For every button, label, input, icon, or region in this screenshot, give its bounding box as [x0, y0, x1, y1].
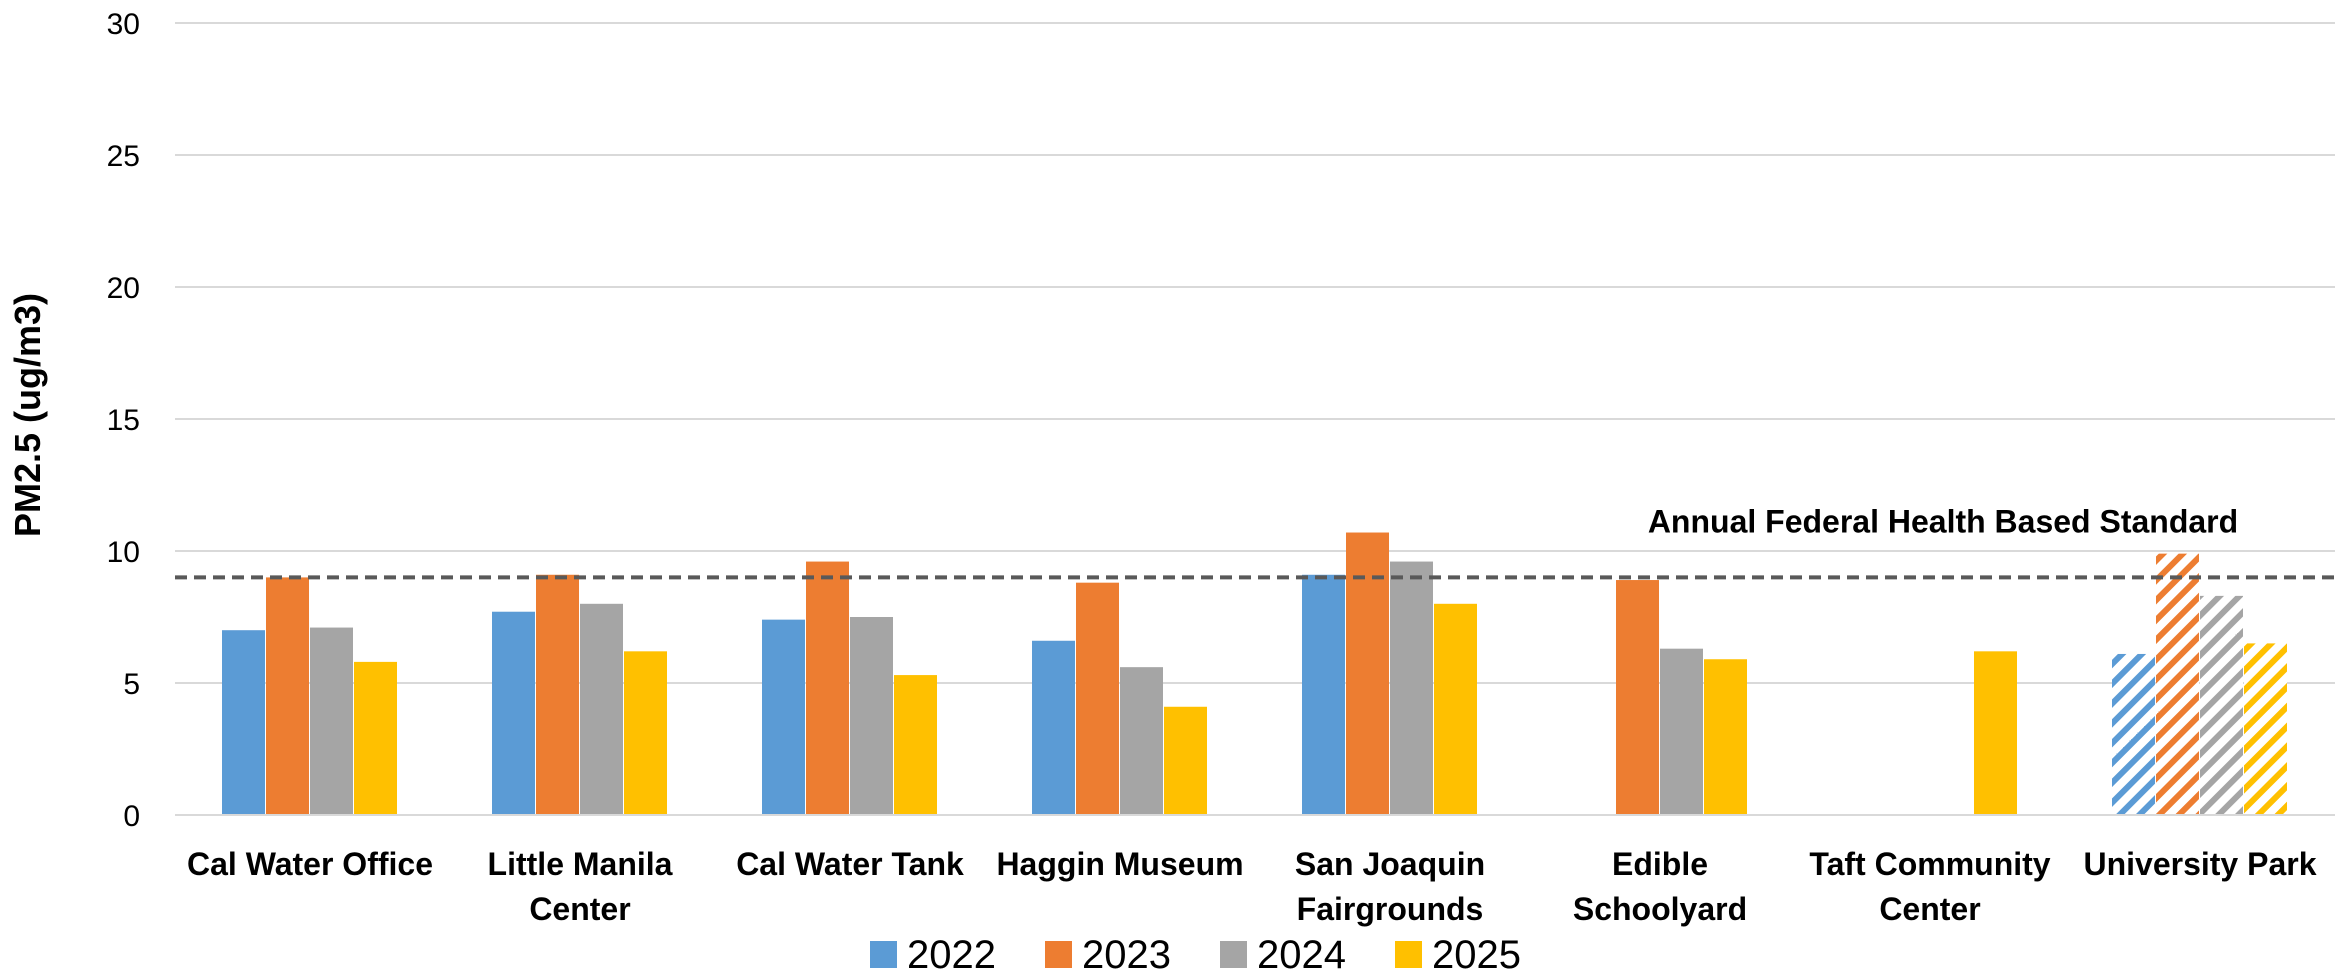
legend: 2022 2023 2024 2025 [870, 933, 1521, 972]
category-label: Center [529, 891, 630, 927]
category-label: San Joaquin [1295, 846, 1485, 882]
legend-swatch [1395, 941, 1422, 968]
bar-2024 [1390, 561, 1433, 815]
x-axis-categories: Cal Water Office Little Manila Center Cal W… [187, 846, 2317, 927]
bar-2022 [762, 619, 805, 815]
category-label: Cal Water Office [187, 846, 433, 882]
category-label: Little Manila [488, 846, 673, 882]
bar-2023 [1616, 580, 1659, 815]
bar-2022 [1032, 640, 1075, 815]
bar-2023 [536, 574, 579, 815]
bar-2024 [850, 617, 893, 815]
category-label: Haggin Museum [996, 846, 1243, 882]
bar-2022 [222, 630, 265, 815]
y-tick-label: 20 [107, 272, 140, 305]
bar-2025 [894, 675, 937, 815]
bar-2023 [806, 561, 849, 815]
y-tick-label: 30 [107, 8, 140, 41]
bar-2023 [1076, 582, 1119, 815]
bar-2025 [1434, 603, 1477, 815]
legend-swatch [870, 941, 897, 968]
legend-swatch [1220, 941, 1247, 968]
bar-2025 [1704, 659, 1747, 815]
federal-standard-label: Annual Federal Health Based Standard [1648, 503, 2238, 539]
bar-2024 [2200, 595, 2243, 815]
y-axis-ticks: 0 5 10 15 20 25 30 [107, 8, 140, 833]
category-label: Edible [1612, 846, 1708, 882]
category-label: University Park [2083, 846, 2316, 882]
category-label: Center [1879, 891, 1980, 927]
bar-2023 [1346, 532, 1389, 815]
legend-label: 2022 [907, 933, 996, 972]
legend-swatch [1045, 941, 1072, 968]
category-label: Fairgrounds [1297, 891, 1484, 927]
category-label: Taft Community [1809, 846, 2050, 882]
bar-2025 [1164, 706, 1207, 815]
bar-2025 [354, 661, 397, 815]
category-label: Schoolyard [1573, 891, 1747, 927]
bar-2025 [2244, 643, 2287, 815]
y-tick-label: 25 [107, 140, 140, 173]
bar-2024 [1660, 648, 1703, 815]
bar-2025 [624, 651, 667, 815]
bar-2023 [2156, 553, 2199, 815]
legend-label: 2023 [1082, 933, 1171, 972]
bar-2022 [1302, 574, 1345, 815]
y-axis-label: PM2.5 (ug/m3) [7, 293, 48, 537]
bar-2024 [1120, 667, 1163, 815]
y-tick-label: 15 [107, 404, 140, 437]
bar-2025 [1974, 651, 2017, 815]
legend-label: 2025 [1432, 933, 1521, 972]
bar-2024 [310, 627, 353, 815]
gridlines [175, 22, 2335, 684]
y-tick-label: 10 [107, 536, 140, 569]
bar-2022 [2112, 653, 2155, 815]
bar-2022 [492, 611, 535, 815]
category-label: Cal Water Tank [736, 846, 964, 882]
bar-2024 [580, 603, 623, 815]
y-tick-label: 5 [123, 668, 140, 701]
legend-label: 2024 [1257, 933, 1346, 972]
bars [222, 532, 2287, 815]
bar-2023 [266, 577, 309, 815]
y-tick-label: 0 [123, 800, 140, 833]
